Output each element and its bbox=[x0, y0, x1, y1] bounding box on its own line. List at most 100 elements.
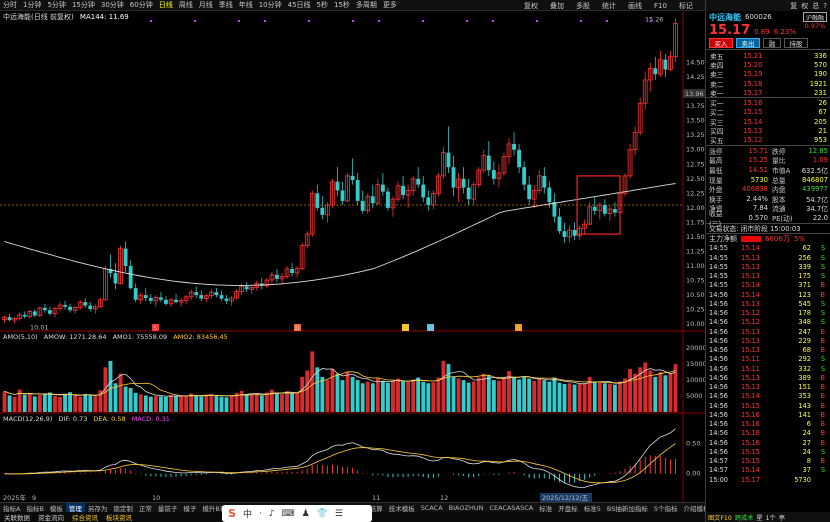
indicator-tab[interactable]: 标准5 bbox=[583, 504, 601, 513]
quote-top-item[interactable]: 总 bbox=[812, 1, 820, 10]
info-tab[interactable]: 板块资讯 bbox=[106, 514, 132, 522]
period-tab[interactable]: 5秒 bbox=[316, 1, 329, 9]
ime-toolbar[interactable]: S 中 · ♪ ⌨ ♟ 👕 ☰ bbox=[222, 505, 372, 522]
tick-list[interactable]: 14:55 15.14 62 S 14:55 15.13 256 S 14:55 15.13 339… bbox=[706, 244, 830, 485]
tick-side: S bbox=[820, 466, 825, 475]
ime-item-icon[interactable]: ♟ bbox=[301, 508, 310, 519]
signal-dot bbox=[536, 20, 538, 22]
volume-bar bbox=[638, 367, 643, 412]
toolbar-item[interactable]: 统计 bbox=[602, 1, 616, 10]
toolbar-item[interactable]: 叠加 bbox=[550, 1, 564, 10]
tick-volume: 247 bbox=[798, 327, 811, 336]
quote-top-item[interactable]: 复 bbox=[790, 1, 798, 10]
sell-button[interactable]: 卖出 bbox=[736, 38, 760, 48]
tick-row: 14:56 15.16 24 B bbox=[706, 429, 830, 438]
tick-row: 14:56 15.13 247 B bbox=[706, 327, 830, 336]
quote-footer-item[interactable]: 星 bbox=[756, 514, 763, 522]
volume-bar bbox=[269, 389, 274, 412]
indicator-tab[interactable]: 正常 bbox=[138, 504, 152, 513]
indicator-tab[interactable]: 介绍模板 bbox=[683, 504, 705, 513]
stat-label: 现量 bbox=[709, 176, 723, 185]
toolbar-item[interactable]: 复权 bbox=[524, 1, 538, 10]
period-tab[interactable]: 月线 bbox=[198, 1, 213, 9]
buy-button[interactable]: 买入 bbox=[709, 38, 733, 48]
volume-bar bbox=[22, 394, 27, 412]
period-tab[interactable]: 60分钟 bbox=[129, 1, 153, 9]
tick-time: 14:56 bbox=[709, 318, 729, 327]
period-tab[interactable]: 年线 bbox=[238, 1, 253, 9]
period-tab[interactable]: 30分钟 bbox=[100, 1, 124, 9]
period-tab[interactable]: 45日线 bbox=[287, 1, 311, 9]
info-tab[interactable]: 关联数据 bbox=[4, 514, 30, 522]
volume-bar bbox=[416, 377, 421, 412]
ime-item-icon[interactable]: ☰ bbox=[334, 508, 343, 519]
toolbar-item[interactable]: 标记 bbox=[678, 1, 693, 10]
tick-volume: 141 bbox=[798, 410, 811, 419]
tick-volume: 6 bbox=[806, 420, 811, 429]
indicator-tab[interactable]: 量前子 bbox=[157, 504, 178, 513]
ime-item-icon[interactable]: ♪ bbox=[268, 508, 275, 519]
indicator-tab[interactable]: 5个指标 bbox=[653, 504, 678, 513]
toolbar-item[interactable]: F10 bbox=[654, 1, 667, 10]
indicator-tab[interactable]: SCACA bbox=[420, 503, 443, 512]
quote-footer-item[interactable]: 亭 bbox=[778, 514, 785, 522]
quote-footer-item[interactable]: 跨成术 bbox=[734, 514, 754, 522]
indicator-tab[interactable]: 开盘标 bbox=[558, 504, 578, 513]
margin-button[interactable]: 融 bbox=[763, 38, 781, 48]
bids-row: 买五 15.12 953 bbox=[706, 136, 830, 145]
period-tab[interactable]: 多周期 bbox=[355, 1, 377, 9]
quote-top-item[interactable]: 权 bbox=[801, 1, 809, 10]
period-tab[interactable]: 日线 bbox=[158, 1, 173, 9]
indicator-tab[interactable]: 锁定制 bbox=[113, 504, 133, 513]
quote-top-item[interactable]: ? bbox=[823, 1, 827, 10]
info-tab[interactable]: 资金流向 bbox=[38, 514, 64, 522]
period-tab[interactable]: 1分钟 bbox=[23, 1, 42, 9]
indicator-tab[interactable]: BS抽新加指标 bbox=[606, 504, 648, 513]
indicator-tab[interactable]: BIAOZHUN bbox=[448, 503, 484, 512]
period-tab[interactable]: 15分钟 bbox=[71, 1, 95, 9]
indicator-tab[interactable]: 管理 bbox=[65, 503, 85, 512]
tick-time: 14:56 bbox=[709, 373, 729, 382]
period-tab[interactable]: 5分钟 bbox=[47, 1, 66, 9]
tick-volume: 5730 bbox=[794, 475, 811, 484]
tick-price: 15.14 bbox=[741, 290, 760, 299]
indicator-tab[interactable]: CEACASASCA bbox=[489, 503, 534, 512]
indicator-tab[interactable]: 标准 bbox=[539, 504, 553, 513]
ime-item-icon[interactable]: 👕 bbox=[316, 508, 328, 519]
tick-time: 14:56 bbox=[709, 401, 729, 410]
price-tick-label: 10.50 bbox=[686, 291, 705, 299]
stock-name[interactable]: 中远海能 bbox=[709, 12, 741, 22]
sogou-logo-icon[interactable]: S bbox=[228, 507, 236, 520]
holdings-button[interactable]: 持股 bbox=[784, 38, 808, 48]
candle-body bbox=[68, 306, 73, 311]
period-tab[interactable]: 更多 bbox=[382, 1, 397, 9]
toolbar-item[interactable]: 多股 bbox=[576, 1, 590, 10]
indicator-tab[interactable]: 技术模板 bbox=[388, 504, 415, 513]
toolbar-item[interactable]: 画线 bbox=[628, 1, 642, 10]
candle-body bbox=[416, 178, 421, 185]
indicator-tab[interactable]: 指标B bbox=[26, 504, 44, 513]
level-price: 15.15 bbox=[743, 108, 763, 117]
period-tab[interactable]: 10分钟 bbox=[258, 1, 282, 9]
indicator-tab[interactable]: 模板 bbox=[49, 504, 63, 513]
info-tab[interactable]: 综合资讯 bbox=[72, 514, 98, 522]
ime-item-icon[interactable]: ⌨ bbox=[281, 508, 295, 519]
period-tab[interactable]: 季线 bbox=[218, 1, 233, 9]
ime-item-icon[interactable]: 中 bbox=[242, 510, 252, 520]
indicator-tab[interactable]: 模升B有 bbox=[202, 504, 227, 513]
period-tab[interactable]: 分时 bbox=[3, 1, 17, 9]
tick-side: B bbox=[820, 281, 825, 290]
tick-price: 15.13 bbox=[741, 262, 760, 271]
period-tab[interactable]: 15秒 bbox=[334, 1, 350, 9]
quote-footer-item[interactable]: 1个 bbox=[765, 514, 776, 522]
indicator-tab[interactable]: 模子 bbox=[183, 504, 197, 513]
period-tab[interactable]: 周线 bbox=[178, 1, 193, 9]
indicator-tab[interactable]: 另存为 bbox=[87, 504, 108, 513]
ime-item-icon[interactable]: · bbox=[258, 508, 262, 519]
quote-footer-item[interactable]: 图文F10 bbox=[708, 514, 732, 522]
tick-volume: 178 bbox=[798, 309, 811, 318]
volume-bar bbox=[48, 392, 52, 412]
kline-chart-area[interactable]: 14.5014.2514.0013.7513.5013.2513.0012.75… bbox=[0, 0, 705, 502]
candle-body bbox=[496, 172, 502, 180]
indicator-tab[interactable]: 指标A bbox=[3, 504, 21, 513]
